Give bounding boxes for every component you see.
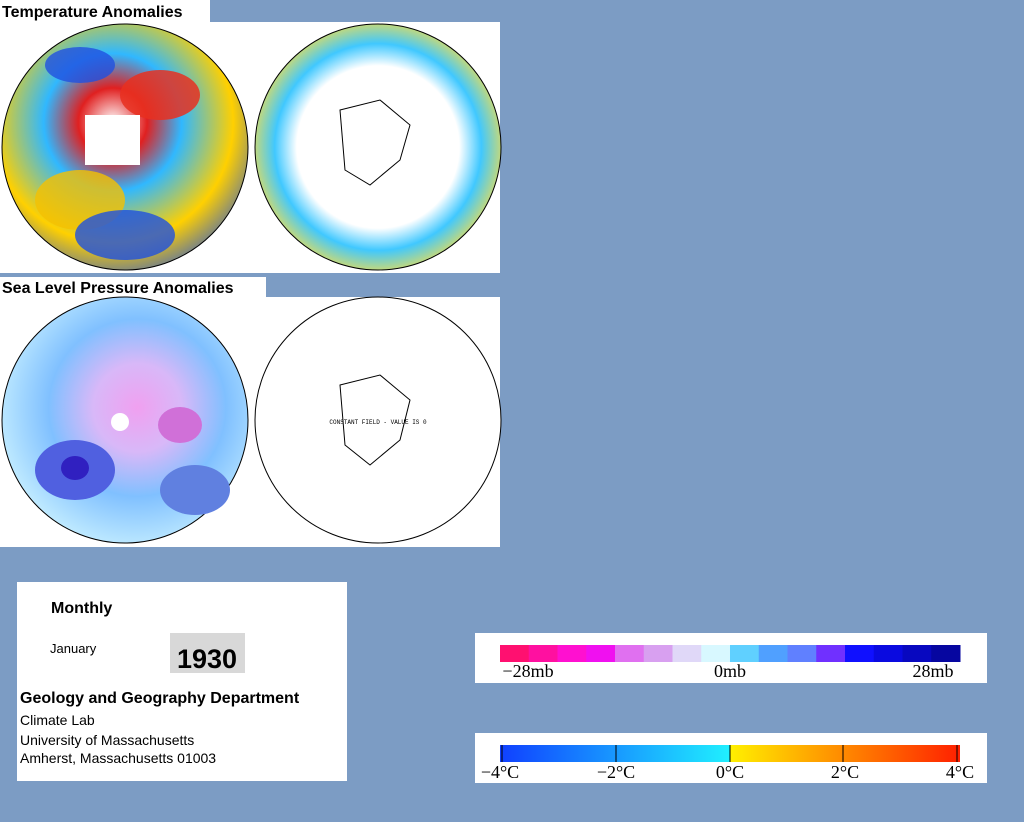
address-line: Amherst, Massachusetts 01003 xyxy=(20,750,216,766)
address-line: Climate Lab xyxy=(20,712,95,728)
legend-label: 2°C xyxy=(831,762,859,782)
anomaly xyxy=(75,210,175,260)
title-box xyxy=(0,277,266,297)
missing-data xyxy=(111,413,129,431)
coastline xyxy=(339,374,411,466)
bar-segment xyxy=(787,645,817,662)
bar-segment xyxy=(643,645,673,662)
anomaly xyxy=(45,47,115,83)
bar-segment xyxy=(902,645,932,662)
year: 1930 xyxy=(177,644,237,674)
bar-segment xyxy=(586,645,616,662)
bar-segment xyxy=(615,645,645,662)
annotation: CONSTANT FIELD - VALUE IS 0 xyxy=(329,419,427,426)
legend-label: 0°C xyxy=(716,762,744,782)
panel-title: Temperature Anomalies xyxy=(2,4,183,21)
south-map xyxy=(254,296,502,544)
address-line: University of Massachusetts xyxy=(20,732,194,748)
bar-segment xyxy=(845,645,875,662)
legend-label: 4°C xyxy=(946,762,974,782)
bar-segment xyxy=(701,645,731,662)
period: Monthly xyxy=(51,600,112,617)
bar-segment xyxy=(758,645,788,662)
contour xyxy=(61,456,89,480)
color-bar xyxy=(500,645,961,662)
contour xyxy=(158,407,202,443)
bar-segment xyxy=(672,645,702,662)
bar-segment xyxy=(816,645,846,662)
info-box xyxy=(17,582,347,781)
legend-label: −4°C xyxy=(481,762,519,782)
title-box xyxy=(0,0,210,22)
panel-title: Sea Level Pressure Anomalies xyxy=(2,280,234,297)
bar-segment xyxy=(873,645,903,662)
bar-segment xyxy=(528,645,558,662)
missing-data xyxy=(85,115,140,165)
coastline xyxy=(339,99,411,186)
anomaly xyxy=(120,70,200,120)
department: Geology and Geography Department xyxy=(20,690,300,707)
legend-label: 28mb xyxy=(912,661,953,681)
legend-label: −2°C xyxy=(597,762,635,782)
bar-segment xyxy=(931,645,961,662)
month: January xyxy=(50,641,97,656)
legend-label: −28mb xyxy=(502,661,553,681)
contour xyxy=(160,465,230,515)
legend-label: 0mb xyxy=(714,661,746,681)
bar-segment xyxy=(500,645,530,662)
year-box xyxy=(170,633,245,673)
bar-segment xyxy=(730,645,760,662)
bar-segment xyxy=(557,645,587,662)
